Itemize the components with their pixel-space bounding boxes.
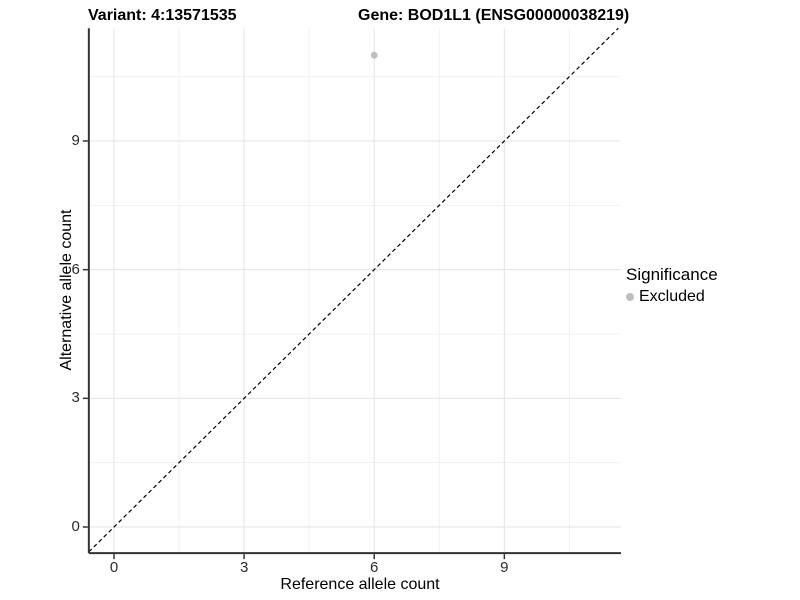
x-axis-title: Reference allele count [280, 576, 440, 593]
x-tick-label: 3 [239, 559, 249, 577]
x-tick-label: 6 [370, 559, 379, 577]
x-tick-label: 0 [109, 559, 119, 577]
x-tick-label: 9 [500, 559, 509, 577]
plot-title-variant: Variant: 4:13571535 [88, 7, 237, 24]
y-tick-label: 3 [71, 389, 80, 407]
y-tick-label: 9 [71, 131, 80, 149]
y-tick-label: 6 [71, 260, 80, 278]
legend-item-excluded: Excluded [626, 288, 718, 306]
data-point-excluded [370, 51, 378, 59]
legend-title: Significance [626, 265, 718, 284]
legend-item-label: Excluded [639, 288, 705, 305]
plot-title-gene: Gene: BOD1L1 (ENSG00000038219) [358, 7, 630, 24]
identity-reference-line [88, 27, 619, 553]
legend: Significance Excluded [626, 265, 718, 306]
y-tick-label: 0 [71, 518, 80, 535]
y-axis-title: Alternative allele count [58, 209, 75, 371]
excluded-point-icon [626, 293, 634, 301]
